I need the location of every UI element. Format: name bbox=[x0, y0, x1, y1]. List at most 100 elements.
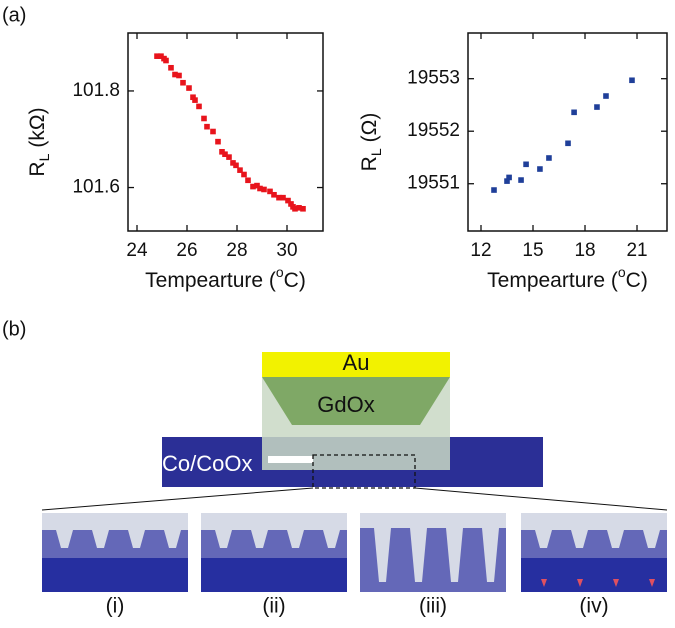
zoom-panels: (i) (ii) (iii) (iv) bbox=[42, 513, 667, 618]
y-tick-label: 19553 bbox=[407, 68, 460, 89]
point bbox=[257, 185, 263, 192]
x-label-sup: o bbox=[618, 264, 626, 280]
x-label-unit: C) bbox=[626, 269, 648, 292]
x-tick-label: 26 bbox=[176, 240, 197, 261]
panel-label: (b) bbox=[2, 318, 26, 340]
metal-layer bbox=[42, 558, 188, 592]
oxide-teeth bbox=[42, 530, 188, 558]
point bbox=[271, 191, 277, 198]
point bbox=[491, 187, 497, 193]
panel-caption: (iii) bbox=[419, 595, 447, 618]
layer-label: Au bbox=[343, 350, 370, 375]
point bbox=[537, 166, 543, 172]
point bbox=[158, 53, 164, 59]
point bbox=[292, 205, 298, 212]
zoom-box bbox=[312, 454, 416, 489]
point bbox=[154, 53, 160, 59]
point bbox=[254, 182, 260, 189]
point bbox=[261, 186, 267, 193]
point bbox=[629, 77, 635, 84]
x-label-sup: o bbox=[276, 264, 284, 280]
x-tick-label: 30 bbox=[276, 240, 297, 261]
interface bbox=[268, 456, 313, 463]
point bbox=[201, 115, 207, 122]
point bbox=[168, 64, 174, 71]
metal-layer bbox=[521, 558, 667, 592]
point bbox=[603, 93, 609, 99]
metal-layer bbox=[201, 558, 347, 592]
y-label-unit: (Ω) bbox=[358, 113, 381, 143]
x-label-text: Tempearture ( bbox=[145, 269, 276, 292]
layer-label: Co/CoOx bbox=[162, 451, 252, 476]
point bbox=[250, 183, 256, 190]
point bbox=[267, 188, 273, 195]
zoom-line bbox=[41, 487, 314, 511]
y-axis-label: RL (kΩ) bbox=[26, 107, 52, 176]
y-label-sub: L bbox=[36, 153, 52, 161]
point bbox=[196, 103, 202, 110]
point bbox=[504, 178, 510, 184]
x-axis-label: Tempearture (oC) bbox=[487, 264, 648, 292]
y-tick-label: 19551 bbox=[407, 173, 460, 194]
x-axis-label: Tempearture (oC) bbox=[145, 264, 306, 292]
gdox-core bbox=[262, 377, 450, 425]
ion-marker bbox=[541, 579, 547, 587]
point bbox=[506, 174, 512, 181]
point bbox=[219, 149, 225, 155]
y-label-symbol: R bbox=[26, 161, 49, 176]
x-tick-label: 28 bbox=[226, 240, 247, 261]
ion-marker bbox=[649, 579, 655, 587]
point bbox=[186, 85, 192, 91]
panel-caption: (i) bbox=[106, 595, 125, 618]
y-label-sub: L bbox=[368, 148, 384, 156]
point bbox=[300, 205, 306, 212]
point bbox=[204, 123, 210, 130]
point bbox=[245, 177, 251, 184]
point bbox=[594, 104, 600, 110]
plot-frame bbox=[467, 32, 668, 232]
point bbox=[163, 57, 169, 64]
point bbox=[276, 194, 282, 201]
point bbox=[190, 94, 196, 101]
point bbox=[296, 205, 302, 211]
y-tick-label: 101.6 bbox=[72, 177, 120, 198]
point bbox=[226, 154, 232, 160]
y-tick-label: 19552 bbox=[407, 120, 460, 141]
layer-label: GdOx bbox=[317, 392, 374, 417]
point bbox=[523, 161, 529, 168]
point bbox=[280, 194, 286, 201]
y-label-symbol: R bbox=[358, 156, 381, 171]
point bbox=[192, 97, 198, 103]
point bbox=[518, 177, 524, 183]
x-tick-label: 15 bbox=[522, 240, 543, 261]
oxide-teeth bbox=[521, 530, 667, 558]
point bbox=[288, 201, 294, 207]
oxide-teeth bbox=[201, 530, 347, 558]
device-diagram: Au GdOx Co/CoOx bbox=[41, 350, 668, 511]
plot-frame bbox=[127, 32, 324, 232]
point bbox=[571, 109, 577, 116]
x-label-unit: C) bbox=[284, 269, 306, 292]
x-tick-label: 12 bbox=[470, 240, 491, 261]
point bbox=[230, 160, 236, 166]
y-tick-label: 101.8 bbox=[72, 80, 120, 101]
ion-marker bbox=[613, 579, 619, 587]
y-label-unit: (kΩ) bbox=[26, 107, 49, 147]
point bbox=[172, 71, 178, 78]
x-tick-label: 18 bbox=[574, 240, 595, 261]
point bbox=[285, 197, 291, 204]
point bbox=[233, 162, 239, 169]
zoom-line bbox=[414, 487, 668, 511]
point bbox=[222, 151, 228, 158]
y-axis-label: RL (Ω) bbox=[358, 113, 384, 172]
point bbox=[241, 171, 247, 178]
ion-marker bbox=[577, 579, 583, 587]
point bbox=[210, 128, 216, 135]
au-layer bbox=[262, 352, 450, 377]
point bbox=[176, 72, 182, 79]
x-tick-label: 24 bbox=[126, 240, 148, 261]
panel-label: (a) bbox=[2, 4, 26, 26]
panel-caption: (iv) bbox=[579, 595, 608, 618]
panel-caption: (ii) bbox=[262, 595, 285, 618]
